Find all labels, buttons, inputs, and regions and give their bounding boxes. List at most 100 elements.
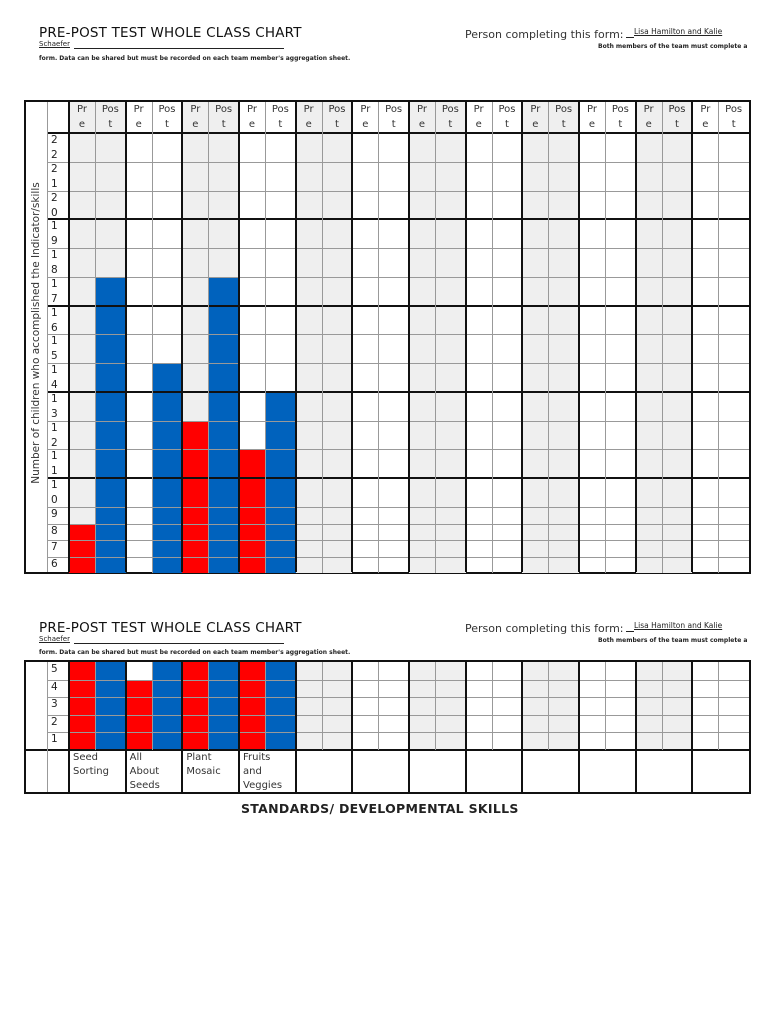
y-tick-4: 4 <box>51 680 58 693</box>
pre-post-divider <box>208 102 210 573</box>
post-bar-3 <box>208 276 239 573</box>
y-tick-1: 1 <box>51 733 58 746</box>
person-label-repeat: Person completing this form: <box>465 622 624 635</box>
category-divider <box>408 750 410 792</box>
pre-post-divider <box>378 102 380 573</box>
post-bar-2 <box>151 363 183 573</box>
group-divider <box>181 662 184 792</box>
category-divider <box>294 750 297 792</box>
y-tick-6: 6 <box>51 557 58 570</box>
post-bar-1 <box>95 276 126 573</box>
page-title: PRE-POST TEST WHOLE CLASS CHART <box>39 25 302 41</box>
pre-post-divider <box>208 662 210 750</box>
category-label-3: Plant Mosaic <box>186 752 221 777</box>
pre-post-divider <box>95 102 96 573</box>
post-bar-2 <box>151 662 183 750</box>
group-divider <box>578 102 580 572</box>
label-column-divider <box>47 102 48 572</box>
name-continuation: Schaefer <box>39 40 70 48</box>
row-divider <box>47 161 749 163</box>
group-divider <box>578 662 580 792</box>
x-axis-label: STANDARDS/ DEVELOPMENTAL SKILLS <box>241 801 519 816</box>
bottom-chart-grid: 5 4 3 2 1 Seed Sorting All About Seeds Plant Mo… <box>24 660 751 794</box>
row-divider <box>47 248 749 250</box>
group-divider <box>691 662 694 792</box>
group-divider <box>294 102 297 572</box>
category-divider <box>238 750 240 792</box>
row-divider <box>47 276 749 278</box>
pre-post-divider <box>548 662 550 750</box>
row-divider <box>47 334 749 336</box>
pre-post-divider <box>548 102 550 573</box>
category-divider <box>351 750 354 792</box>
pre-post-divider <box>265 102 266 573</box>
group-divider <box>124 102 127 572</box>
column-shade <box>635 662 693 750</box>
group-divider <box>408 102 410 572</box>
group-divider <box>464 102 467 572</box>
post-header: Pos t <box>725 104 743 130</box>
pre-post-divider <box>321 662 323 750</box>
pre-header: Pr e <box>303 104 314 130</box>
both-members-note: Both members of the team must complete a <box>598 43 748 50</box>
pre-header: Pr e <box>417 104 427 130</box>
category-divider <box>691 750 694 792</box>
post-bar-1 <box>95 662 126 750</box>
row-divider <box>47 132 749 134</box>
row-divider <box>47 732 749 734</box>
pre-post-divider <box>605 102 606 573</box>
group-divider <box>408 662 410 792</box>
column-shade <box>295 102 353 573</box>
category-divider <box>464 750 467 792</box>
pre-post-divider <box>661 102 663 573</box>
category-divider <box>521 750 524 792</box>
pre-post-divider <box>491 662 493 750</box>
post-bar-4 <box>265 662 296 750</box>
column-shade <box>522 102 579 573</box>
notice-text: form. Data can be shared but must be rec… <box>39 55 351 62</box>
pre-post-divider <box>491 102 493 573</box>
post-header: Pos t <box>555 104 573 130</box>
row-divider <box>47 363 749 365</box>
number-column-divider <box>68 102 70 572</box>
column-shade <box>409 662 466 750</box>
post-bar-3 <box>208 662 239 750</box>
row-divider <box>47 218 749 221</box>
row-divider <box>47 714 749 716</box>
y-tick-8: 8 <box>51 524 58 537</box>
group-divider <box>124 662 127 792</box>
column-shade <box>295 662 353 750</box>
category-label-2: All About Seeds <box>129 752 160 791</box>
post-header: Pos t <box>611 104 629 130</box>
post-header: Pos t <box>101 104 119 130</box>
name-underline-repeat <box>74 643 284 644</box>
page-title-repeat: PRE-POST TEST WHOLE CLASS CHART <box>39 620 302 636</box>
pre-post-divider <box>321 102 323 573</box>
row-divider <box>47 540 749 541</box>
group-divider <box>238 662 240 792</box>
row-divider <box>47 190 749 192</box>
pre-header: Pr e <box>473 104 484 130</box>
pre-bar-2 <box>125 679 152 750</box>
post-header: Pos t <box>441 104 459 130</box>
group-divider <box>634 662 637 792</box>
pre-header: Pr e <box>360 104 371 130</box>
pre-bar-1 <box>69 662 95 750</box>
post-header: Pos t <box>328 104 346 130</box>
group-divider <box>521 662 524 792</box>
group-divider <box>351 102 354 572</box>
row-divider <box>47 507 749 508</box>
category-divider <box>578 750 580 792</box>
pre-header: Pr e <box>530 104 541 130</box>
pre-header: Pr e <box>247 104 257 130</box>
pre-post-divider <box>435 662 436 750</box>
person-value: Lisa Hamilton and Kalie <box>634 27 723 36</box>
